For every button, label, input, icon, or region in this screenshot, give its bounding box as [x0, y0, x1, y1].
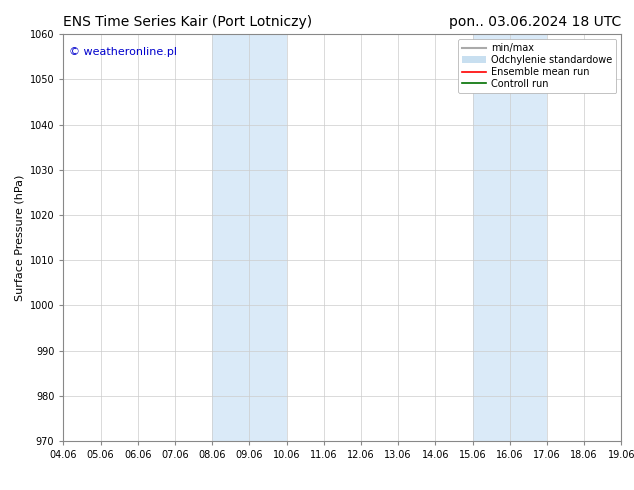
Legend: min/max, Odchylenie standardowe, Ensemble mean run, Controll run: min/max, Odchylenie standardowe, Ensembl…	[458, 39, 616, 93]
Text: ENS Time Series Kair (Port Lotniczy): ENS Time Series Kair (Port Lotniczy)	[63, 15, 313, 29]
Bar	[212, 34, 287, 441]
Text: pon.. 03.06.2024 18 UTC: pon.. 03.06.2024 18 UTC	[449, 15, 621, 29]
Y-axis label: Surface Pressure (hPa): Surface Pressure (hPa)	[14, 174, 24, 301]
Bar	[472, 34, 547, 441]
Text: © weatheronline.pl: © weatheronline.pl	[69, 47, 177, 56]
